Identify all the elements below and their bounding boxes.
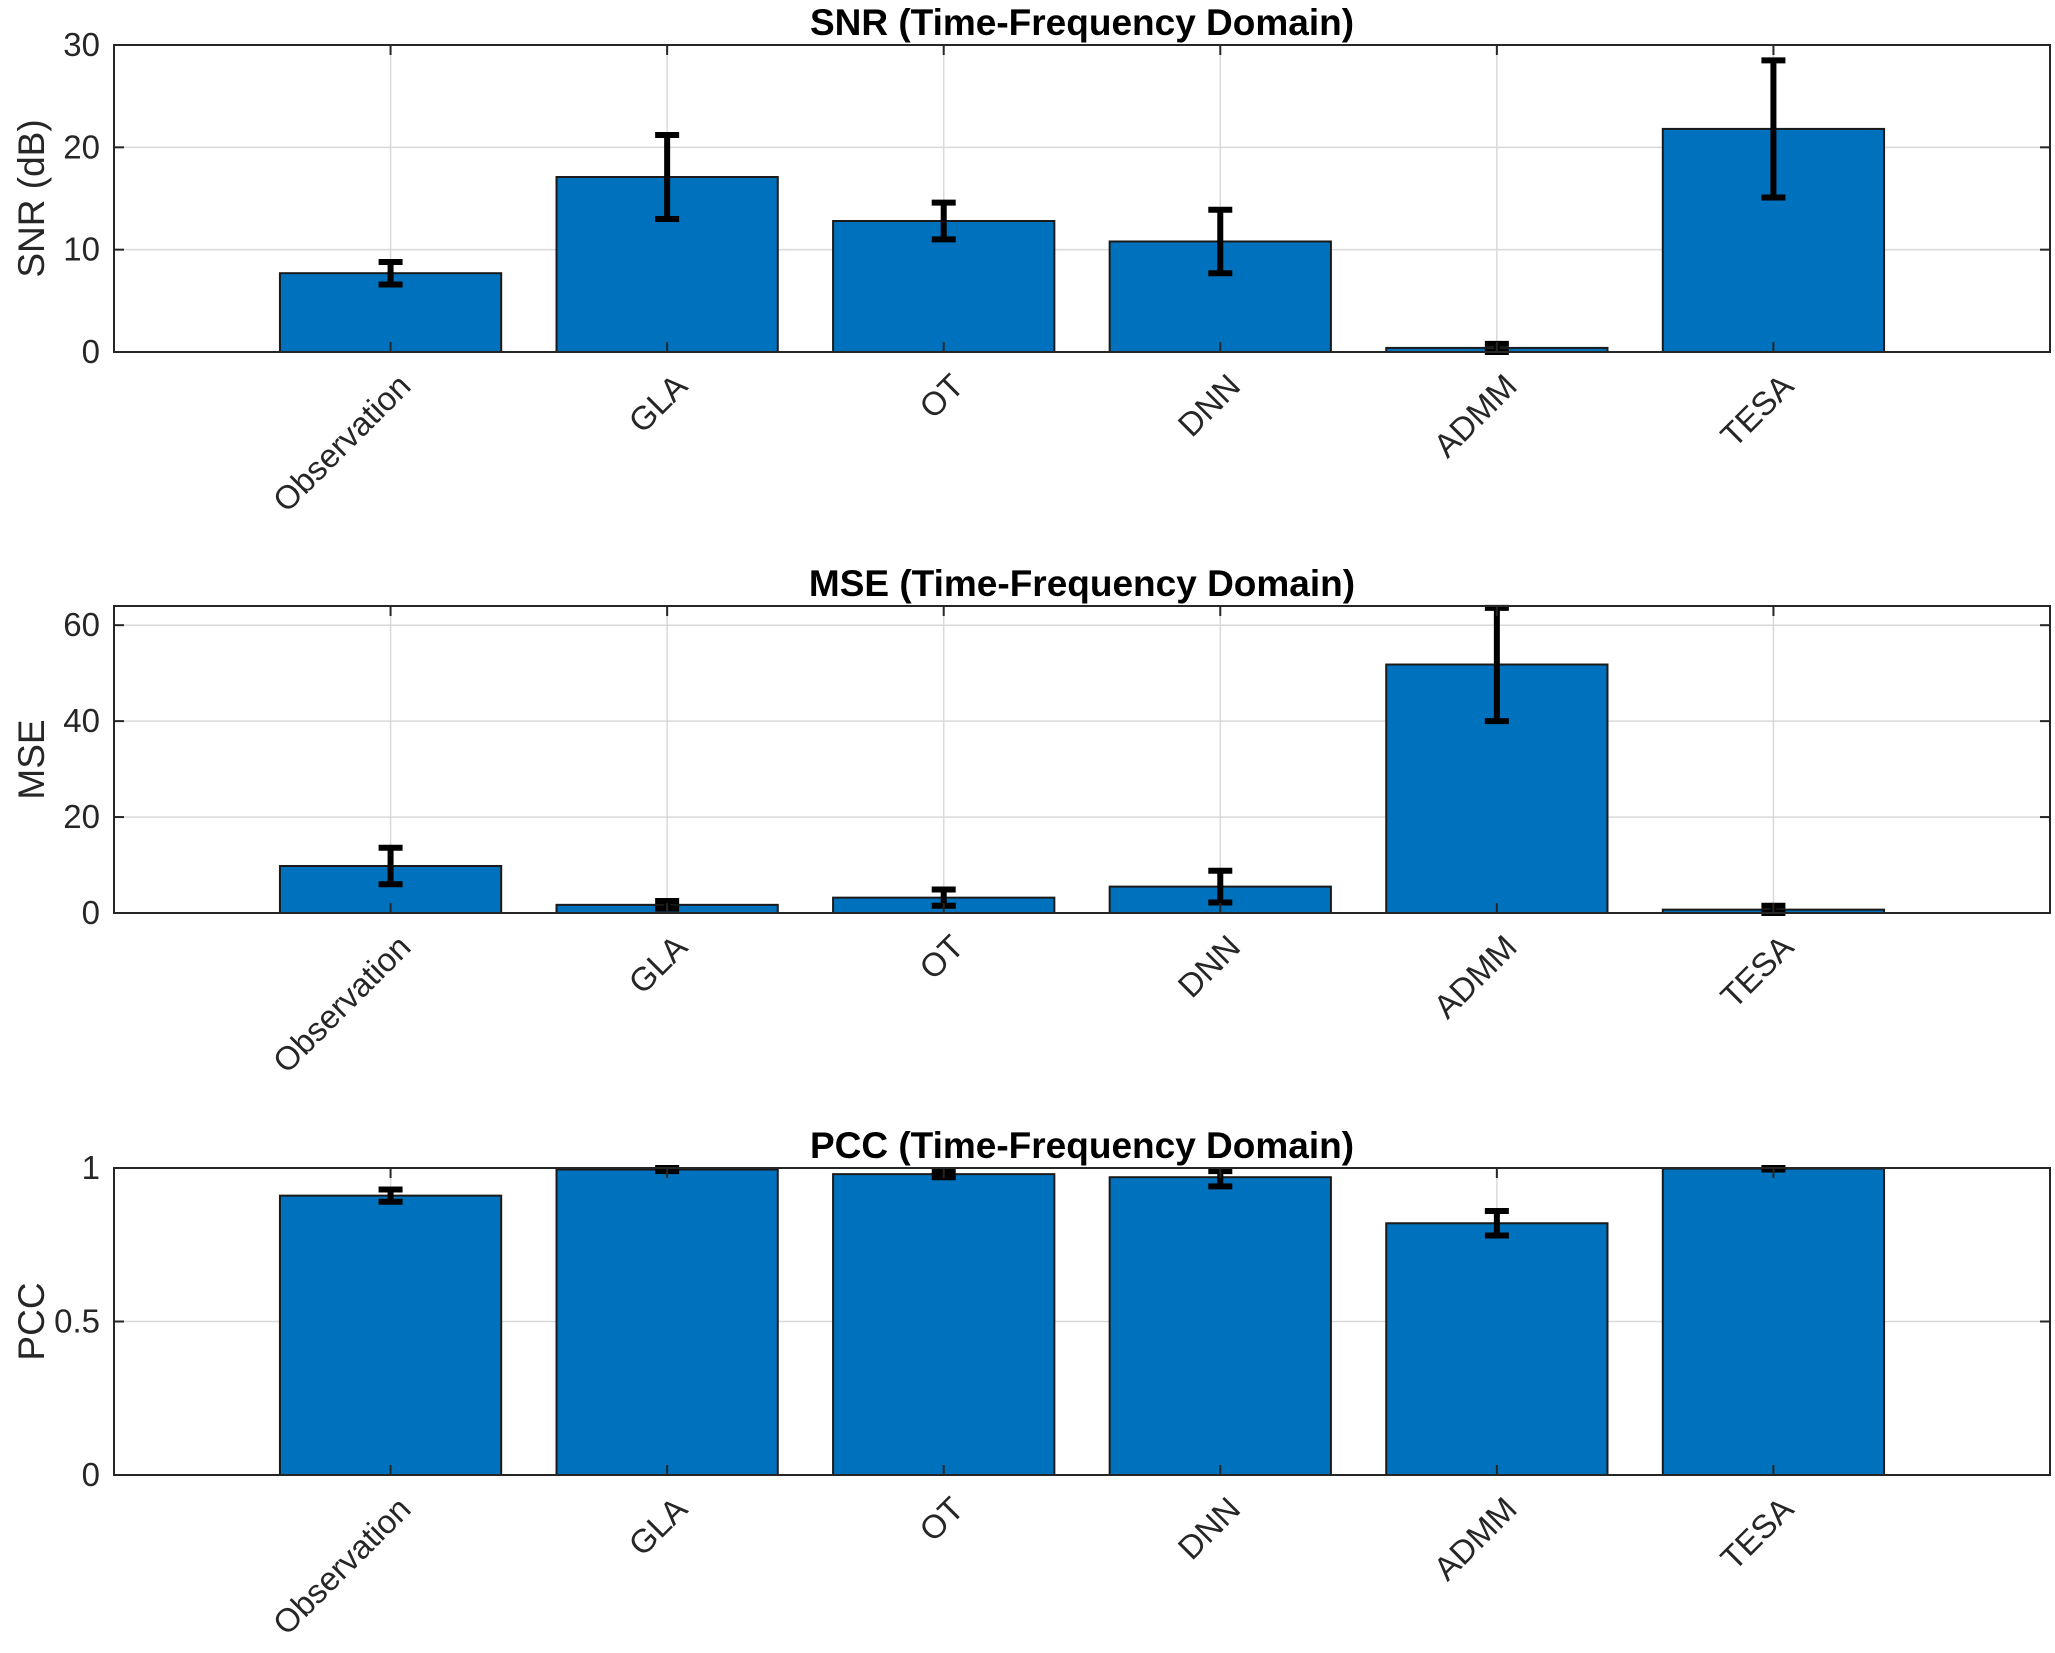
- bar-observation: [278, 1194, 503, 1476]
- axes-frame: [113, 605, 2051, 914]
- x-tick-label-ot: OT: [912, 928, 971, 987]
- x-tick-label-admm: ADMM: [1426, 367, 1523, 464]
- x-tick-label-tesa: TESA: [1713, 1490, 1800, 1577]
- bar-tesa: [1661, 1167, 1886, 1476]
- bar-ot: [832, 220, 1056, 353]
- y-axis-label: PCC: [11, 1282, 52, 1360]
- y-tick-label: 10: [63, 231, 100, 268]
- x-tick-label-observation: Observation: [266, 1490, 418, 1642]
- error-bar-admm: [1484, 1207, 1509, 1239]
- error-bar-dnn: [1208, 206, 1233, 277]
- y-tick-label: 1: [82, 1149, 100, 1186]
- y-tick-label: 20: [63, 798, 100, 835]
- bar-gla: [555, 1168, 779, 1477]
- bar-dnn: [1108, 1176, 1332, 1476]
- error-bar-observation: [378, 1186, 403, 1205]
- x-tick-label-dnn: DNN: [1171, 928, 1248, 1005]
- bar-ot: [832, 1173, 1056, 1476]
- y-tick-label: 0.5: [54, 1303, 100, 1340]
- x-tick-label-tesa: TESA: [1713, 367, 1800, 454]
- y-axis-label: SNR (dB): [11, 119, 52, 277]
- error-bar-observation: [378, 844, 403, 888]
- bar-observation: [278, 272, 503, 354]
- error-bar-gla: [655, 132, 680, 222]
- y-tick-label: 30: [63, 26, 100, 63]
- x-tick-label-observation: Observation: [266, 928, 418, 1080]
- y-tick-label: 40: [63, 702, 100, 739]
- error-bar-observation: [378, 258, 403, 288]
- y-axis-label: MSE: [11, 719, 52, 799]
- error-bar-tesa: [1761, 57, 1786, 201]
- x-tick-label-tesa: TESA: [1713, 928, 1800, 1015]
- x-tick-label-gla: GLA: [621, 928, 694, 1001]
- y-tick-label: 20: [63, 128, 100, 165]
- error-bar-dnn: [1208, 867, 1233, 906]
- x-tick-label-dnn: DNN: [1171, 367, 1248, 444]
- axes-frame: [113, 44, 2051, 353]
- chart-1: 0 10 20 30 Observation GLA OT DNN ADMM TESA SNR (T…: [11, 2, 2051, 519]
- error-bar-ot: [931, 199, 956, 243]
- x-tick-label-gla: GLA: [621, 367, 694, 440]
- y-tick-label: 0: [82, 894, 100, 931]
- chart-3: 0 0.5 1 Observation GLA OT DNN ADMM TESA PCC (Tim…: [11, 1125, 2051, 1642]
- y-tick-label: 60: [63, 606, 100, 643]
- x-tick-label-dnn: DNN: [1171, 1490, 1248, 1567]
- x-tick-label-ot: OT: [912, 367, 971, 426]
- x-tick-label-admm: ADMM: [1426, 1490, 1523, 1587]
- y-tick-label: 0: [82, 333, 100, 370]
- y-tick-label: 0: [82, 1456, 100, 1493]
- x-tick-label-admm: ADMM: [1426, 928, 1523, 1025]
- x-tick-label-observation: Observation: [266, 367, 418, 519]
- bar-admm: [1385, 1222, 1609, 1477]
- x-tick-label-ot: OT: [912, 1490, 971, 1549]
- x-tick-label-gla: GLA: [621, 1490, 694, 1563]
- chart-title: MSE (Time-Frequency Domain): [809, 563, 1355, 604]
- plot-area: [114, 606, 2050, 913]
- chart-2: 0 20 40 60 Observation GLA OT DNN ADMM TESA MSE (T…: [11, 563, 2051, 1080]
- chart-title: PCC (Time-Frequency Domain): [810, 1125, 1354, 1166]
- chart-title: SNR (Time-Frequency Domain): [810, 2, 1354, 43]
